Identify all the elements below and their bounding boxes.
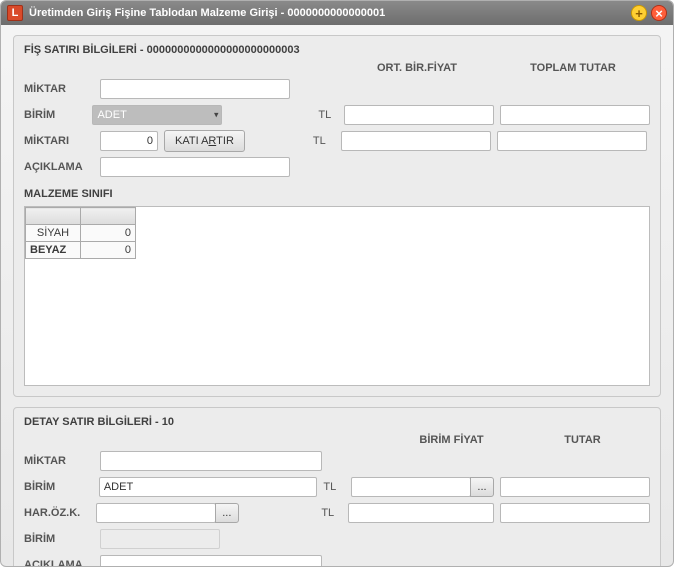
malzeme-row2-value[interactable]: 0 bbox=[81, 242, 136, 259]
ort-birim-fiyat-input-2[interactable] bbox=[341, 131, 491, 151]
birim-fiyat-lookup-button[interactable]: ... bbox=[470, 477, 494, 497]
table-header-row bbox=[26, 208, 136, 225]
malzeme-row1-label: SİYAH bbox=[26, 225, 81, 242]
miktari-input[interactable] bbox=[100, 131, 158, 151]
titlebar-buttons: + × bbox=[631, 5, 667, 21]
malzeme-table: SİYAH 0 BEYAZ 0 bbox=[25, 207, 136, 259]
aciklama-input[interactable] bbox=[100, 157, 290, 177]
table-row[interactable]: BEYAZ 0 bbox=[26, 242, 136, 259]
detail-headers: BİRİM FİYAT TUTAR bbox=[389, 434, 650, 446]
header-birim-fiyat: BİRİM FİYAT bbox=[389, 434, 514, 446]
label-d-tl-1: TL bbox=[323, 481, 345, 493]
label-aciklama: AÇIKLAMA bbox=[24, 161, 94, 173]
label-d-birim: BİRİM bbox=[24, 481, 93, 493]
titlebar: L Üretimden Giriş Fişine Tablodan Malzem… bbox=[1, 1, 673, 25]
toplam-tutar-input-2[interactable] bbox=[497, 131, 647, 151]
table-row[interactable]: SİYAH 0 bbox=[26, 225, 136, 242]
label-tl-2: TL bbox=[313, 135, 335, 147]
header-toplam-tutar: TOPLAM TUTAR bbox=[498, 62, 648, 74]
close-icon[interactable]: × bbox=[651, 5, 667, 21]
header-ort-birim-fiyat: ORT. BİR.FİYAT bbox=[342, 62, 492, 74]
malzeme-row1-value[interactable]: 0 bbox=[81, 225, 136, 242]
d-birim2-input bbox=[100, 529, 220, 549]
kati-artir-button[interactable]: KATI ARTIR bbox=[164, 130, 245, 152]
har-oz-k-input[interactable] bbox=[96, 503, 216, 523]
d-miktar-input[interactable] bbox=[100, 451, 322, 471]
label-d-miktar: MİKTAR bbox=[24, 455, 94, 467]
ort-birim-fiyat-input[interactable] bbox=[344, 105, 494, 125]
header-tutar: TUTAR bbox=[520, 434, 645, 446]
birim-select[interactable] bbox=[92, 105, 222, 125]
miktar-input[interactable] bbox=[100, 79, 290, 99]
window: L Üretimden Giriş Fişine Tablodan Malzem… bbox=[0, 0, 674, 567]
section-title-fis: FİŞ SATIRI BİLGİLERİ - 00000000000000000… bbox=[24, 44, 650, 56]
d-aciklama-input[interactable] bbox=[100, 555, 322, 567]
label-birim: BİRİM bbox=[24, 109, 86, 121]
label-miktari: MİKTARI bbox=[24, 135, 94, 147]
toplam-tutar-input[interactable] bbox=[500, 105, 650, 125]
d-tl2-input[interactable] bbox=[348, 503, 494, 523]
d-tutar-input[interactable] bbox=[500, 477, 650, 497]
d-birim-fiyat-input[interactable] bbox=[351, 477, 471, 497]
birim-dropdown[interactable]: ▾ bbox=[92, 105, 222, 125]
label-d-birim2: BİRİM bbox=[24, 533, 94, 545]
app-icon: L bbox=[7, 5, 23, 21]
section-fis-satiri: FİŞ SATIRI BİLGİLERİ - 00000000000000000… bbox=[13, 35, 661, 397]
d-tutar2-input[interactable] bbox=[500, 503, 650, 523]
har-oz-k-lookup-button[interactable]: ... bbox=[215, 503, 239, 523]
label-d-aciklama: AÇIKLAMA bbox=[24, 559, 94, 567]
malzeme-grid[interactable]: SİYAH 0 BEYAZ 0 bbox=[24, 206, 650, 386]
label-har-oz-k: HAR.ÖZ.K. bbox=[24, 507, 90, 519]
label-tl-1: TL bbox=[318, 109, 338, 121]
label-miktar: MİKTAR bbox=[24, 83, 94, 95]
add-icon[interactable]: + bbox=[631, 5, 647, 21]
section-detay-satir: DETAY SATIR BİLGİLERİ - 10 BİRİM FİYAT T… bbox=[13, 407, 661, 567]
window-title: Üretimden Giriş Fişine Tablodan Malzeme … bbox=[29, 7, 625, 19]
content: FİŞ SATIRI BİLGİLERİ - 00000000000000000… bbox=[1, 25, 673, 567]
malzeme-row2-label: BEYAZ bbox=[26, 242, 81, 259]
table-header-blank1 bbox=[26, 208, 81, 225]
label-d-tl-2: TL bbox=[321, 507, 342, 519]
section-title-detay: DETAY SATIR BİLGİLERİ - 10 bbox=[24, 416, 650, 428]
d-birim-input[interactable] bbox=[99, 477, 318, 497]
table-header-blank2 bbox=[81, 208, 136, 225]
col-headers: ORT. BİR.FİYAT TOPLAM TUTAR bbox=[342, 62, 650, 74]
malzeme-sinifi-title: MALZEME SINIFI bbox=[24, 188, 650, 200]
